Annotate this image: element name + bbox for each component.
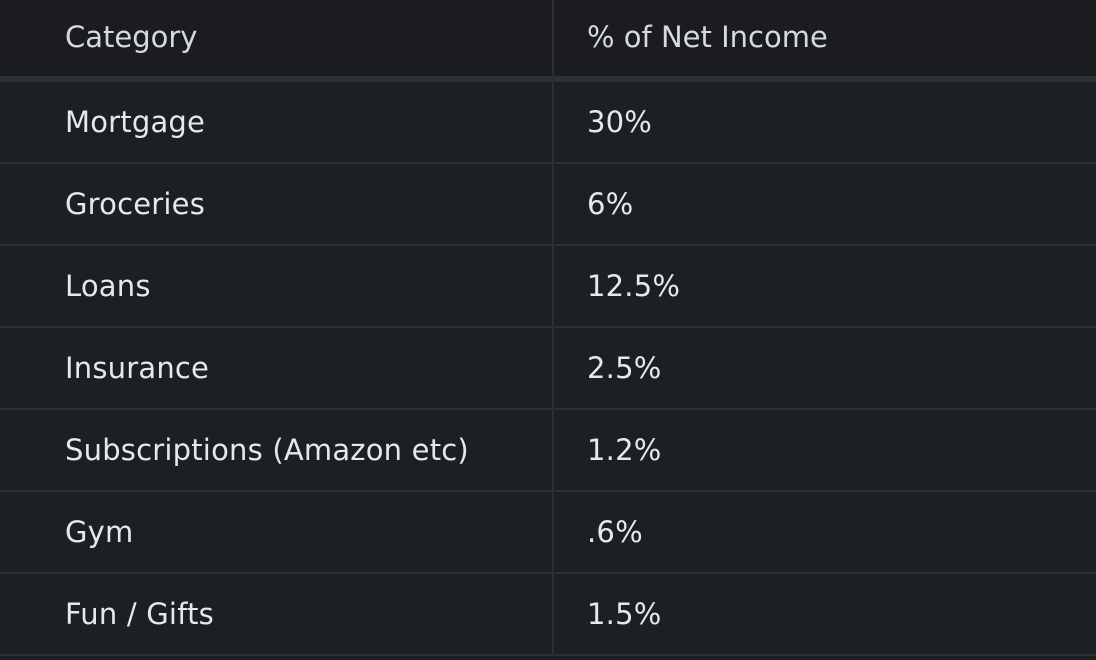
percent-cell: 2.5% xyxy=(587,351,662,385)
category-cell: Gym xyxy=(65,515,134,549)
row-divider xyxy=(0,490,1096,492)
category-cell: Groceries xyxy=(65,187,206,221)
percent-cell: 1.5% xyxy=(587,597,662,631)
table-row: Groceries 6% xyxy=(0,164,1096,244)
percent-cell: .6% xyxy=(587,515,643,549)
table-header-row: Category % of Net Income xyxy=(0,0,1096,76)
table-row: Loans 12.5% xyxy=(0,246,1096,326)
category-cell: Fun / Gifts xyxy=(65,597,214,631)
row-divider xyxy=(0,244,1096,246)
table-row: Subscriptions (Amazon etc) 1.2% xyxy=(0,410,1096,490)
header-category[interactable]: Category xyxy=(65,20,198,54)
category-cell: Mortgage xyxy=(65,105,206,139)
row-divider xyxy=(0,326,1096,328)
header-separator xyxy=(0,76,1096,82)
table-row: Insurance 2.5% xyxy=(0,328,1096,408)
header-percent-net-income[interactable]: % of Net Income xyxy=(587,20,828,54)
column-divider xyxy=(552,0,554,656)
percent-cell: 12.5% xyxy=(587,269,681,303)
category-cell: Subscriptions (Amazon etc) xyxy=(65,433,469,467)
table-row: Gym .6% xyxy=(0,492,1096,572)
percent-cell: 6% xyxy=(587,187,634,221)
table-row: Fun / Gifts 1.5% xyxy=(0,574,1096,654)
row-divider xyxy=(0,654,1096,656)
percent-cell: 30% xyxy=(587,105,653,139)
percent-cell: 1.2% xyxy=(587,433,662,467)
row-divider xyxy=(0,408,1096,410)
category-cell: Insurance xyxy=(65,351,210,385)
category-cell: Loans xyxy=(65,269,151,303)
table-row: Mortgage 30% xyxy=(0,82,1096,162)
row-divider xyxy=(0,162,1096,164)
row-divider xyxy=(0,572,1096,574)
